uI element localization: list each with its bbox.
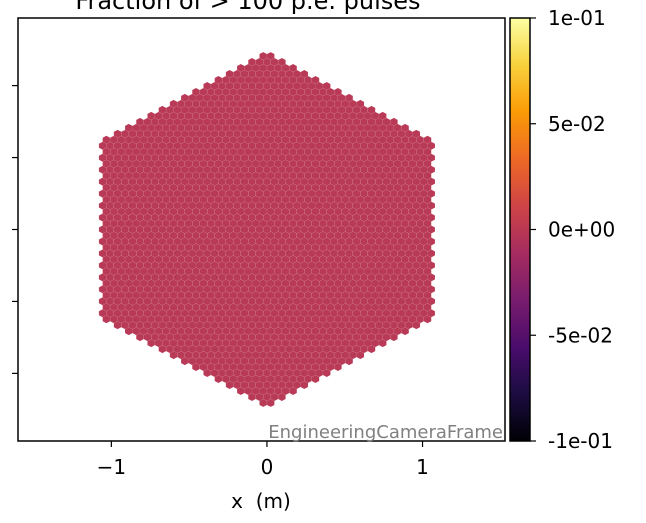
- camera-pixel: [412, 129, 421, 138]
- camera-pixel: [401, 123, 409, 132]
- frame-label: EngineeringCameraFrame: [268, 422, 503, 443]
- x-tick-label: 1: [416, 455, 429, 479]
- colorbar-tick-label: -1e-01: [548, 429, 613, 453]
- x-ticks: −1 0 1: [97, 441, 429, 479]
- x-axis-label: x (m): [231, 489, 291, 513]
- camera-pixel: [300, 69, 309, 79]
- colorbar-ticks: 1e-01 5e-02 0e+00 -5e-02 -1e-01: [530, 6, 615, 453]
- camera-pixel: [322, 81, 331, 91]
- colorbar-tick-label: 0e+00: [548, 218, 615, 242]
- y-ticks: [12, 85, 18, 374]
- camera-pixel: [367, 105, 376, 114]
- x-tick-label: 0: [261, 455, 274, 479]
- colorbar-tick-label: 1e-01: [548, 6, 606, 30]
- colorbar-tick-label: -5e-02: [548, 323, 613, 347]
- camera-pixel: [266, 51, 275, 61]
- camera-pixel: [356, 99, 365, 108]
- camera-pixel: [378, 111, 387, 120]
- colorbar: [510, 18, 530, 441]
- camera-pixel: [289, 63, 297, 73]
- camera-pixel: [423, 135, 432, 144]
- camera-pixel: [278, 57, 286, 67]
- x-tick-label: −1: [97, 455, 126, 479]
- camera-pixel: [345, 93, 353, 102]
- colorbar-tick-label: 5e-02: [548, 112, 606, 136]
- chart-title: Fraction of > 100 p.e. pulses: [75, 0, 420, 15]
- camera-pixel: [311, 75, 320, 85]
- camera-pixels: [98, 51, 436, 408]
- camera-pixel: [334, 87, 342, 97]
- camera-pixel: [390, 117, 398, 126]
